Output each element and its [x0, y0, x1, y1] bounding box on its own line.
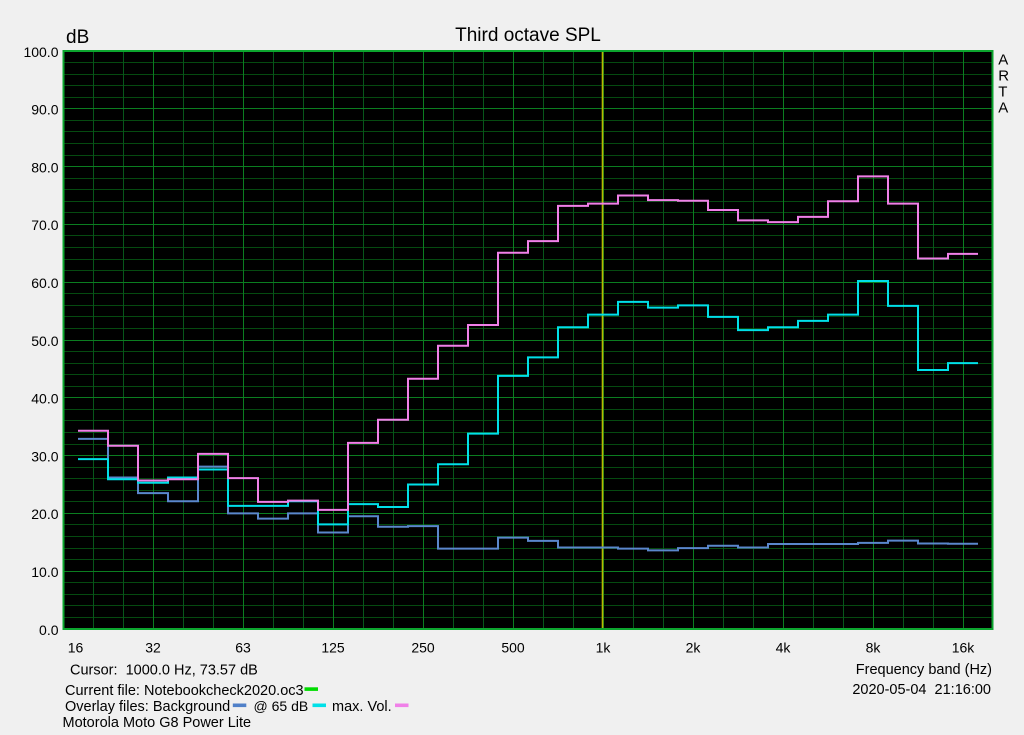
svg-text:250: 250	[411, 640, 435, 656]
svg-text:4k: 4k	[776, 640, 792, 656]
svg-text:T: T	[998, 84, 1007, 101]
svg-text:R: R	[998, 68, 1009, 85]
svg-text:dB: dB	[66, 27, 89, 48]
svg-text:Frequency band (Hz): Frequency band (Hz)	[856, 662, 992, 678]
svg-text:60.0: 60.0	[31, 275, 58, 291]
svg-text:125: 125	[321, 640, 345, 656]
svg-text:A: A	[998, 100, 1008, 117]
svg-text:8k: 8k	[866, 640, 882, 656]
svg-text:Third octave SPL: Third octave SPL	[455, 25, 601, 46]
svg-text:1k: 1k	[596, 640, 612, 656]
svg-text:40.0: 40.0	[31, 391, 58, 407]
svg-text:500: 500	[501, 640, 525, 656]
svg-text:70.0: 70.0	[31, 217, 58, 233]
svg-text:Overlay files: Background: Overlay files: Background	[65, 699, 230, 715]
svg-text:10.0: 10.0	[31, 564, 58, 580]
svg-text:63: 63	[235, 640, 251, 656]
svg-text:20.0: 20.0	[31, 506, 58, 522]
svg-text:90.0: 90.0	[31, 102, 58, 118]
svg-text:2020-05-04 21:16:00: 2020-05-04 21:16:00	[852, 682, 991, 698]
svg-text:@ 65 dB: @ 65 dB	[254, 698, 309, 714]
svg-text:max. Vol.: max. Vol.	[332, 699, 392, 715]
svg-text:32: 32	[145, 640, 161, 656]
svg-text:16k: 16k	[952, 640, 976, 656]
svg-text:16: 16	[68, 640, 84, 656]
svg-text:A: A	[998, 52, 1008, 69]
svg-text:100.0: 100.0	[23, 44, 58, 60]
svg-text:30.0: 30.0	[31, 448, 58, 464]
svg-text:0.0: 0.0	[39, 622, 59, 638]
svg-text:2k: 2k	[686, 640, 702, 656]
svg-text:Motorola Moto G8 Power Lite: Motorola Moto G8 Power Lite	[63, 715, 252, 731]
svg-text:Current file: Notebookcheck202: Current file: Notebookcheck2020.oc3	[65, 683, 304, 699]
svg-text:80.0: 80.0	[31, 159, 58, 175]
svg-text:Cursor: 1000.0 Hz, 73.57 dB: Cursor: 1000.0 Hz, 73.57 dB	[70, 663, 258, 679]
svg-text:50.0: 50.0	[31, 333, 58, 349]
